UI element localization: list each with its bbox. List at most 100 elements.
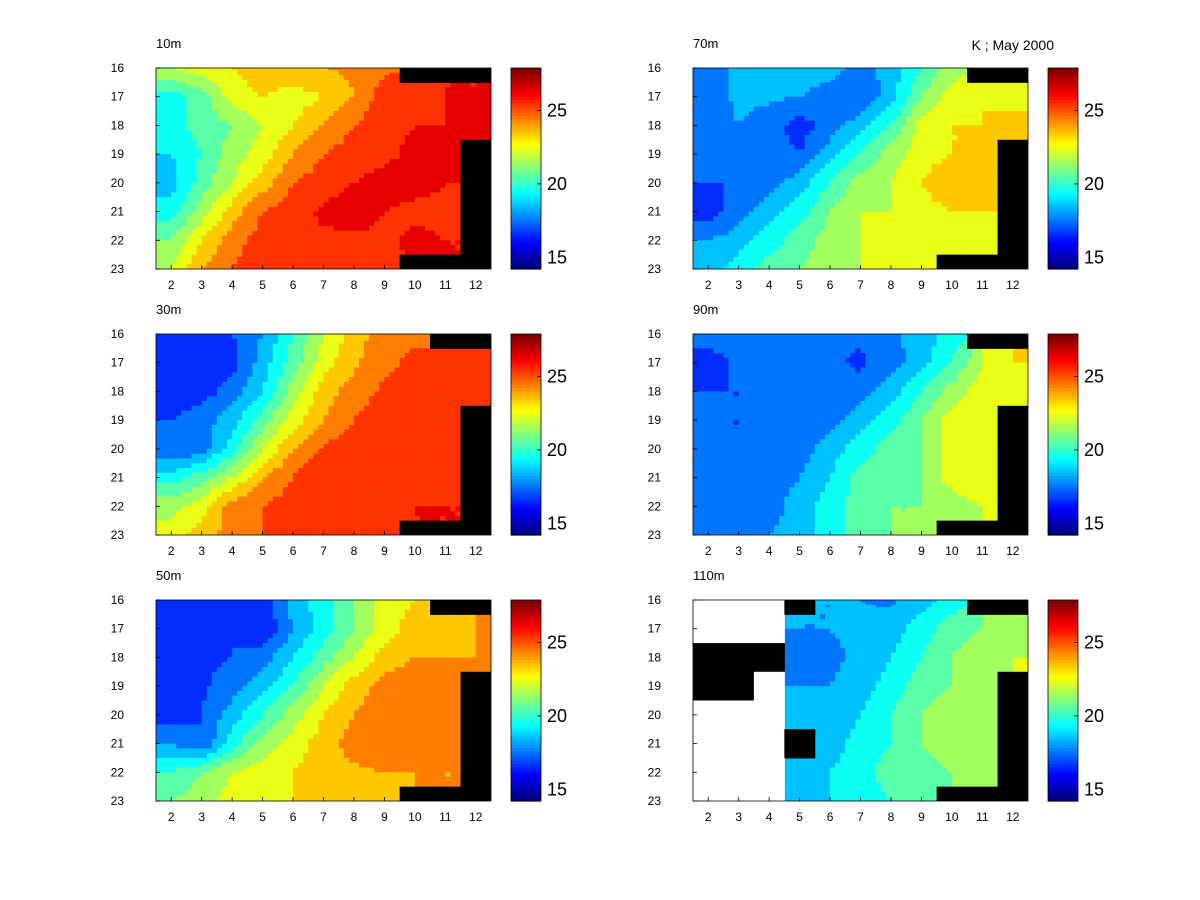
contour-cell <box>201 377 208 383</box>
contour-cell <box>323 336 330 340</box>
contour-cell <box>166 225 172 232</box>
contour-cell <box>186 391 193 397</box>
contour-cell <box>450 182 457 189</box>
contour-cell <box>298 72 304 76</box>
contour-cell <box>308 453 314 460</box>
contour-cell <box>419 115 426 122</box>
contour-cell <box>293 391 299 397</box>
contour-cell <box>414 163 421 170</box>
contour-cell <box>272 77 279 81</box>
contour-cell <box>338 338 345 342</box>
contour-cell <box>308 87 314 93</box>
contour-cell <box>206 424 213 431</box>
contour-cell <box>465 367 472 373</box>
contour-cell <box>348 187 355 194</box>
contour-cell <box>419 439 426 445</box>
contour-cell <box>181 477 188 483</box>
contour-cell <box>308 206 314 213</box>
contour-cell <box>191 230 198 237</box>
contour-cell <box>374 125 380 131</box>
contour-cell <box>282 173 289 179</box>
contour-cell <box>196 149 203 155</box>
contour-cell <box>171 261 177 265</box>
contour-cell <box>328 424 335 431</box>
contour-cell <box>262 111 269 117</box>
contour-cell <box>313 264 320 268</box>
contour-cell <box>414 206 421 213</box>
contour-cell <box>221 144 228 150</box>
contour-cell <box>277 377 284 383</box>
colorbar-segment <box>511 240 541 245</box>
contour-cell <box>211 429 218 436</box>
land-mask <box>460 254 491 269</box>
contour-cell <box>272 420 279 426</box>
contour-cell <box>374 130 380 136</box>
contour-cell <box>166 345 172 349</box>
contour-cell <box>196 79 203 83</box>
contour-cell <box>399 149 406 155</box>
contour-cell <box>211 178 218 184</box>
contour-cell <box>206 139 213 146</box>
contour-cell <box>409 91 416 98</box>
contour-cell <box>186 72 193 76</box>
contour-cell <box>176 254 182 258</box>
contour-cell <box>287 353 294 359</box>
contour-cell <box>161 216 167 222</box>
contour-cell <box>394 338 401 342</box>
contour-cell <box>414 120 421 127</box>
contour-cell <box>196 182 203 189</box>
contour-cell <box>252 391 259 397</box>
contour-cell <box>419 348 426 354</box>
contour-cell <box>282 463 289 469</box>
contour-cell <box>272 216 279 222</box>
contour-cell <box>369 338 375 342</box>
contour-cell <box>389 115 396 122</box>
contour-cell <box>419 163 426 170</box>
contour-cell <box>328 197 335 203</box>
contour-cell <box>414 221 421 227</box>
contour-cell <box>176 348 182 354</box>
contour-cell <box>287 163 294 170</box>
contour-cell <box>359 96 365 103</box>
contour-cell <box>252 362 259 369</box>
contour-cell <box>435 444 441 450</box>
contour-cell <box>414 372 421 378</box>
contour-cell <box>171 79 177 83</box>
contour-cell <box>455 96 462 103</box>
contour-cell <box>338 257 345 261</box>
contour-cell <box>323 225 330 232</box>
contour-cell <box>475 367 482 373</box>
contour-cell <box>196 353 203 359</box>
contour-cell <box>450 245 457 251</box>
contour-cell <box>221 343 228 347</box>
contour-cell <box>440 163 446 170</box>
contour-cell <box>161 91 167 98</box>
contour-cell <box>287 381 294 388</box>
contour-cell <box>485 348 491 354</box>
contour-cell <box>480 372 487 378</box>
contour-cell <box>156 381 162 388</box>
contour-cell <box>232 111 238 117</box>
contour-cell <box>384 158 391 165</box>
contour-cell <box>374 458 380 464</box>
contour-cell <box>206 96 213 103</box>
contour-cell <box>328 158 335 165</box>
contour-cell <box>257 254 264 258</box>
contour-cell <box>379 429 386 436</box>
contour-cell <box>313 96 320 103</box>
contour-cell <box>282 70 289 74</box>
contour-cell <box>181 101 188 107</box>
contour-cell <box>216 334 223 337</box>
contour-cell <box>298 266 304 269</box>
contour-cell <box>262 420 269 426</box>
contour-cell <box>221 264 228 268</box>
contour-cell <box>232 173 238 179</box>
contour-cell <box>232 336 238 340</box>
contour-cell <box>333 120 340 127</box>
contour-cell <box>409 448 416 455</box>
contour-cell <box>414 106 421 112</box>
contour-cell <box>171 472 177 479</box>
contour-cell <box>399 372 406 378</box>
contour-cell <box>369 91 375 98</box>
contour-cell <box>181 158 188 165</box>
